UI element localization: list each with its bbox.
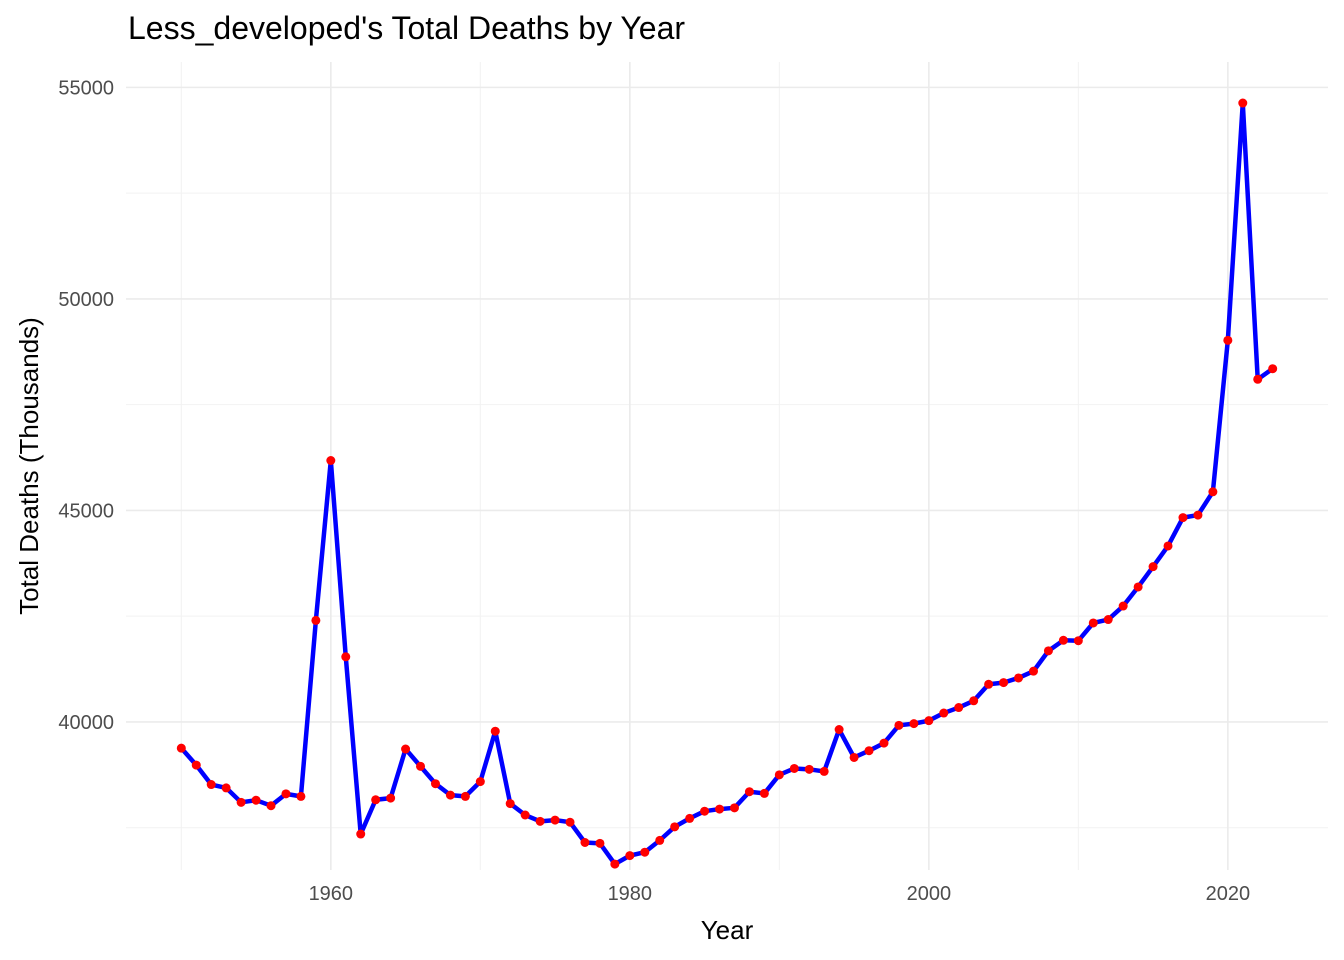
data-point [744,787,754,797]
data-point [1103,615,1113,625]
data-point [535,816,545,826]
x-axis-title: Year [701,915,754,945]
data-point [1223,335,1233,345]
data-point [356,829,366,839]
y-tick-label: 50000 [58,289,114,311]
data-point [251,795,261,805]
data-point [595,838,605,848]
data-point [729,803,739,813]
data-point [1148,562,1158,572]
series-line-group [179,100,1275,867]
data-point [430,779,440,789]
data-point [1133,582,1143,592]
data-point [804,764,814,774]
data-point [221,783,231,793]
data-point [954,703,964,713]
data-point [565,817,575,827]
y-tick-label: 55000 [58,77,114,99]
data-point [1193,510,1203,520]
data-point [1043,646,1053,656]
y-tick-label: 45000 [58,500,114,522]
data-point [326,456,336,466]
data-point [894,720,904,730]
x-tick-label: 2000 [907,883,952,905]
data-point [969,696,979,706]
data-point [774,770,784,780]
data-point [625,851,635,861]
x-tick-label: 2020 [1206,883,1251,905]
y-axis-title: Total Deaths (Thousands) [14,317,44,615]
data-point [401,744,411,754]
data-point [909,719,919,729]
data-point [341,652,351,662]
data-point [176,743,186,753]
data-point [700,806,710,816]
data-point [296,791,306,801]
data-point [281,789,291,799]
series-line [179,100,1275,867]
chart-title: Less_developed's Total Deaths by Year [128,10,686,46]
data-point [505,799,515,809]
data-point [655,835,665,845]
x-axis-tick-labels: 1960 1980 2000 2020 [309,883,1251,905]
data-point [1014,673,1024,683]
data-point [490,726,500,736]
data-point [460,791,470,801]
data-point [819,766,829,776]
data-point [1073,636,1083,646]
data-point [1253,374,1263,384]
data-point [1163,541,1173,551]
data-point [924,716,934,726]
data-point [1028,666,1038,676]
data-point [670,822,680,832]
data-point [386,793,396,803]
data-point [1118,601,1128,611]
data-point [236,797,246,807]
data-point [834,725,844,735]
major-grid [126,62,1328,870]
data-point [580,838,590,848]
minor-grid [126,62,1328,870]
data-point [789,763,799,773]
data-point [445,790,455,800]
data-point [849,752,859,762]
data-point [1058,635,1068,645]
data-point [685,813,695,823]
data-point [371,795,381,805]
data-point [266,801,276,811]
series-points-group [176,98,1278,869]
data-point [550,815,560,825]
y-tick-label: 40000 [58,712,114,734]
data-point [759,788,769,798]
data-point [984,679,994,689]
data-point [999,678,1009,688]
data-point [475,777,485,787]
data-point [610,859,620,869]
data-point [939,708,949,718]
data-point [191,760,201,770]
data-point [879,738,889,748]
data-point [416,761,426,771]
data-point [864,746,874,756]
data-point [1268,364,1278,374]
data-point [715,804,725,814]
data-point [1088,618,1098,628]
data-point [520,810,530,820]
x-tick-label: 1960 [309,883,354,905]
data-point [1238,98,1248,108]
data-point [311,615,321,625]
y-axis-tick-labels: 40000 45000 50000 55000 [58,77,114,734]
data-point [640,847,650,857]
data-point [206,780,216,790]
data-point [1178,513,1188,523]
data-point [1208,487,1218,497]
x-tick-label: 1980 [608,883,653,905]
